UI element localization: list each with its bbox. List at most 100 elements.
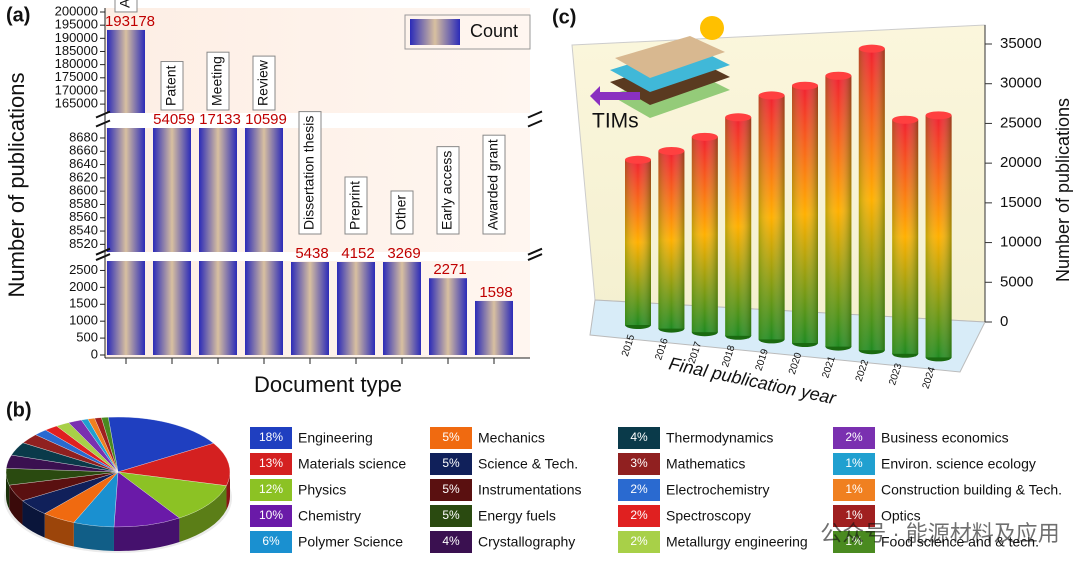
axis-break-mark	[527, 110, 543, 128]
legend-swatch	[618, 427, 660, 449]
y-tick-label: 2500	[69, 262, 98, 277]
legend-swatch	[833, 531, 875, 553]
legend-swatch	[250, 453, 292, 475]
legend-value-label: 18%	[259, 430, 283, 444]
y-tick-label: 8560	[69, 209, 98, 224]
value-label: 5438	[295, 245, 328, 262]
y-tick-label: 175000	[55, 69, 98, 84]
legend-value-label: 2%	[630, 534, 648, 548]
y-axis-label: Number of publications	[1053, 98, 1073, 282]
legend-label: Energy fuels	[478, 508, 556, 524]
y-tick-label: 0	[1000, 313, 1008, 330]
y-tick-label: 8680	[69, 129, 98, 144]
legend-value-label: 12%	[259, 482, 283, 496]
cylinder-shade	[858, 48, 885, 351]
pie-side	[226, 472, 230, 510]
bar	[429, 278, 467, 355]
category-label: Dissertation thesis	[301, 116, 317, 230]
category-label-group: Other	[390, 190, 414, 235]
legend-value-label: 2%	[630, 508, 648, 522]
legend-swatch	[250, 505, 292, 527]
legend-swatch	[410, 19, 460, 45]
y-tick-label: 20000	[1000, 154, 1042, 171]
pie-side	[73, 522, 114, 551]
category-label: Other	[393, 195, 409, 230]
value-label: 2271	[433, 261, 466, 278]
legend-swatch	[430, 427, 472, 449]
legend-value-label: 4%	[442, 534, 460, 548]
pie-slice	[108, 416, 214, 473]
axis-break-mark	[527, 247, 543, 262]
watermark: 公众号 · 能源材料及应用	[820, 521, 1060, 546]
value-label: 1598	[479, 284, 512, 301]
legend-label: Metallurgy engineering	[666, 534, 808, 550]
cylinder-shade	[625, 159, 651, 325]
bar	[291, 262, 329, 355]
category-label-box	[206, 51, 230, 111]
legend-swatch	[430, 505, 472, 527]
cylinder-shade	[758, 95, 785, 340]
y-tick-label: 8540	[69, 222, 98, 237]
category-label-group: Meeting	[206, 51, 230, 111]
legend-label: Environ. science ecology	[881, 456, 1036, 472]
value-label: 17133	[199, 111, 241, 128]
legend-label: Spectroscopy	[666, 508, 751, 524]
cylinder-shade	[691, 136, 718, 333]
y-tick-label: 170000	[55, 82, 98, 97]
y-tick-label: 0	[91, 346, 98, 361]
legend-label: Mathematics	[666, 456, 745, 472]
cylinder-shade	[892, 119, 919, 354]
cylinder-top	[691, 132, 718, 141]
axis-break-mark	[95, 110, 111, 128]
panel-label: (b)	[6, 399, 32, 421]
category-label-group: Dissertation thesis	[298, 111, 322, 235]
legend-swatch	[833, 479, 875, 501]
pie-side	[113, 518, 180, 551]
legend-value-label: 13%	[259, 456, 283, 470]
arrow-icon	[590, 86, 640, 106]
y-tick-label: 25000	[1000, 114, 1042, 131]
y-tick-label: 165000	[55, 96, 98, 111]
y-tick-label: 8660	[69, 143, 98, 158]
legend-label: Mechanics	[478, 430, 545, 446]
cylinder-top	[758, 91, 785, 100]
x-axis-label: Document type	[254, 372, 402, 397]
y-tick-label: 15000	[1000, 194, 1042, 211]
category-label: Meeting	[209, 56, 225, 106]
panel-label: (a)	[6, 4, 30, 26]
legend-value-label: 1%	[845, 456, 863, 470]
legend-swatch	[430, 453, 472, 475]
value-label: 10599	[245, 111, 287, 128]
cylinder-top	[858, 44, 885, 53]
category-label: Review	[255, 59, 271, 106]
category-label-box	[160, 61, 184, 111]
legend-swatch	[833, 453, 875, 475]
cylinder-top	[792, 81, 818, 90]
legend-label: Thermodynamics	[666, 430, 773, 446]
cylinder-top	[625, 155, 651, 164]
legend-swatch	[250, 427, 292, 449]
pie-slice	[117, 443, 231, 486]
legend-label: Food science and & tech.	[881, 534, 1039, 550]
pie-side	[9, 485, 23, 525]
legend-value-label: 3%	[630, 456, 648, 470]
y-tick-label: 30000	[1000, 75, 1042, 92]
legend-swatch	[618, 505, 660, 527]
legend-label: Crystallography	[478, 534, 575, 550]
y-axis-label: Number of publications	[4, 72, 29, 297]
legend-swatch	[618, 479, 660, 501]
legend-value-label: 1%	[845, 508, 863, 522]
y-tick-label: 8620	[69, 169, 98, 184]
legend-value-label: 10%	[259, 508, 283, 522]
y-tick-label: 5000	[1000, 273, 1033, 290]
legend-value-label: 5%	[442, 430, 460, 444]
category-label-group: Review	[252, 55, 276, 111]
legend-label: Polymer Science	[298, 534, 403, 550]
cylinder-shade	[825, 75, 852, 347]
cylinder-top	[892, 115, 919, 124]
pie-side	[44, 513, 74, 547]
legend-box	[404, 14, 531, 50]
legend-label: Electrochemistry	[666, 482, 769, 498]
legend-swatch	[618, 453, 660, 475]
sun-icon	[700, 16, 724, 40]
